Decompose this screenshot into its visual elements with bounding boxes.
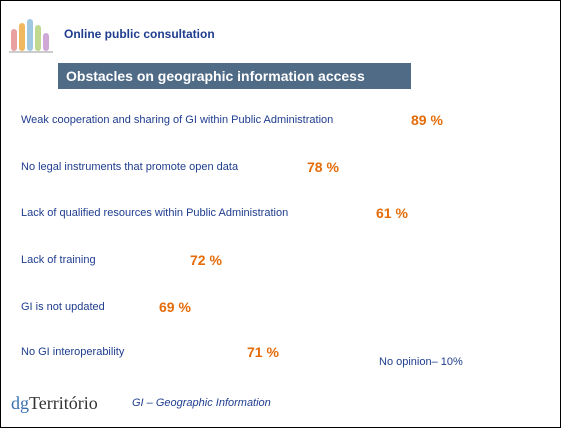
footer-logo: dgTerritório bbox=[11, 393, 98, 414]
item-value: 61 % bbox=[376, 205, 408, 221]
item-label: Weak cooperation and sharing of GI withi… bbox=[21, 114, 334, 126]
banner bbox=[58, 63, 411, 89]
item-value: 78 % bbox=[307, 159, 339, 175]
item-value: 72 % bbox=[190, 252, 222, 268]
item-label: Lack of training bbox=[21, 254, 96, 266]
item-value: 69 % bbox=[159, 299, 191, 315]
banner-title: Obstacles on geographic information acce… bbox=[66, 68, 365, 84]
header-title: Online public consultation bbox=[64, 27, 215, 41]
no-opinion: No opinion– 10% bbox=[379, 356, 463, 368]
logo-mark: dg bbox=[11, 393, 29, 413]
item-label: No legal instruments that promote open d… bbox=[21, 161, 239, 173]
item-label: Lack of qualified resources within Publi… bbox=[21, 207, 289, 219]
item-value: 89 % bbox=[411, 112, 443, 128]
logo-text: Território bbox=[29, 393, 98, 413]
item-value: 71 % bbox=[247, 344, 279, 360]
footer-note: GI – Geographic Information bbox=[132, 397, 271, 409]
item-label: No GI interoperability bbox=[21, 346, 125, 358]
item-label: GI is not updated bbox=[21, 301, 105, 313]
consultation-logo bbox=[9, 19, 53, 53]
